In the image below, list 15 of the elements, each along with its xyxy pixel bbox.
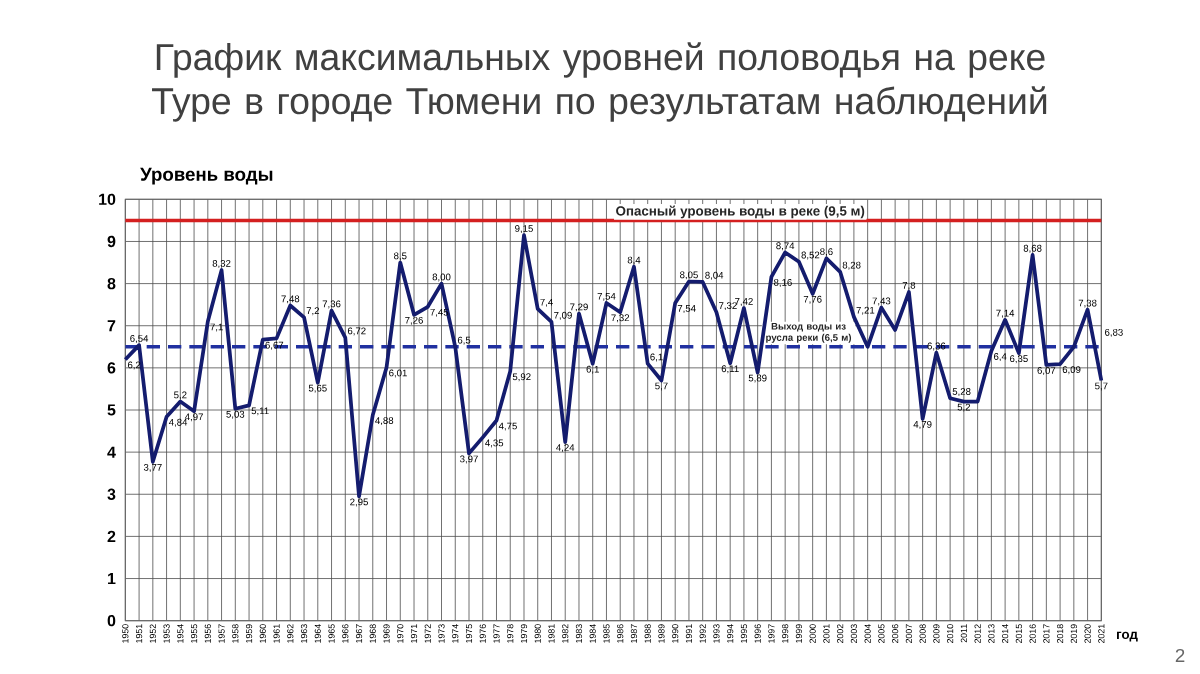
y-tick-label: 7 (107, 320, 116, 332)
y-tick-label: 1 (108, 573, 116, 585)
y-tick-label: 8 (107, 277, 116, 290)
chart-title: График максимальных уровней половодья на реке Туре в городе Тюмени по результатам наблюдений (152, 42, 1047, 122)
y-tick-label: 3 (107, 488, 116, 500)
y-tick-label: 6 (107, 362, 116, 374)
text: 2 (1175, 648, 1185, 662)
y-axis-title: Уровень воды (140, 167, 273, 185)
y-tick-label: 10 (99, 193, 116, 206)
y-tick-label: 4 (107, 446, 116, 458)
y-tick-label: 5 (107, 404, 116, 416)
y-tick-label: 2 (107, 530, 116, 542)
line-series (123, 233, 1104, 499)
y-tick-label: 0 (107, 615, 116, 627)
y-tick-label: 9 (107, 235, 116, 248)
